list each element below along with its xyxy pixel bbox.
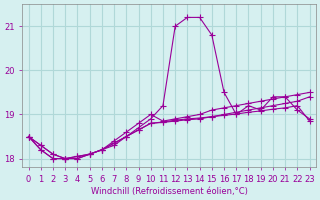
X-axis label: Windchill (Refroidissement éolien,°C): Windchill (Refroidissement éolien,°C) xyxy=(91,187,247,196)
